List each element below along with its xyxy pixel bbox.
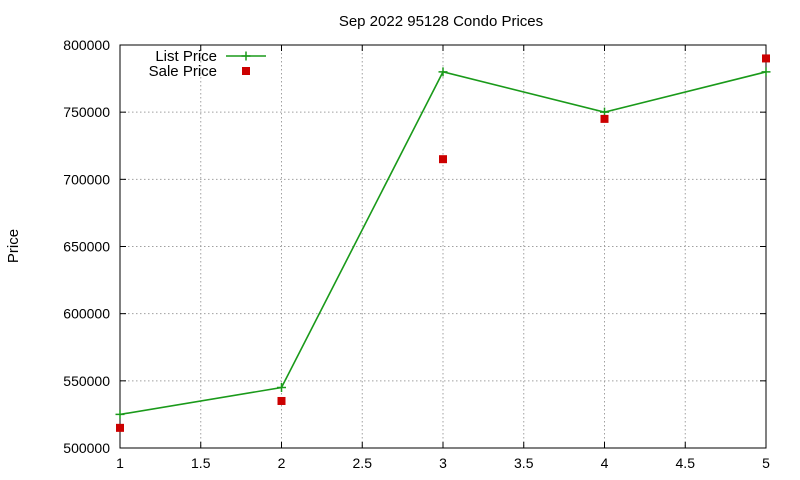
x-tick-label: 5 bbox=[762, 455, 770, 471]
sale-price-point bbox=[116, 423, 124, 432]
y-tick-label: 700000 bbox=[63, 171, 110, 187]
grid-layer bbox=[120, 45, 766, 448]
sale-price-point bbox=[439, 155, 447, 164]
x-axis: 1 1.5 2 2.5 3 3.5 4 4.5 5 bbox=[116, 45, 770, 471]
list-price-line bbox=[119, 70, 767, 416]
x-tick-label: 1.5 bbox=[191, 455, 211, 471]
x-tick-label: 3.5 bbox=[514, 455, 534, 471]
x-tick-label: 2.5 bbox=[353, 455, 373, 471]
y-tick-label: 600000 bbox=[63, 306, 110, 322]
series-layer bbox=[115, 54, 771, 432]
list-price-point bbox=[115, 409, 125, 419]
y-axis: 500000 550000 600000 650000 700000 750000 8000… bbox=[63, 37, 766, 456]
legend-plus-marker bbox=[241, 51, 251, 61]
x-tick-label: 4 bbox=[601, 455, 609, 471]
list-price-point bbox=[277, 383, 286, 393]
sale-price-point bbox=[762, 54, 770, 63]
legend-square-marker bbox=[242, 67, 250, 75]
y-tick-label: 550000 bbox=[63, 373, 110, 389]
x-tick-label: 2 bbox=[278, 455, 286, 471]
chart-title: Sep 2022 95128 Condo Prices bbox=[339, 13, 543, 30]
y-tick-label: 650000 bbox=[63, 239, 110, 255]
sale-price-point bbox=[277, 396, 286, 405]
list-price-point bbox=[761, 67, 771, 77]
legend-label: List Price bbox=[155, 48, 217, 65]
x-tick-label: 1 bbox=[116, 455, 124, 471]
x-tick-label: 4.5 bbox=[676, 455, 696, 471]
x-tick-label: 3 bbox=[439, 455, 447, 471]
y-tick-label: 750000 bbox=[63, 104, 110, 120]
list-price-point bbox=[438, 67, 448, 77]
legend-label: Sale Price bbox=[149, 63, 217, 80]
y-axis-label: Price bbox=[5, 229, 22, 263]
y-tick-label: 800000 bbox=[63, 37, 110, 53]
y-tick-label: 500000 bbox=[63, 440, 110, 456]
sale-price-point bbox=[600, 114, 609, 123]
